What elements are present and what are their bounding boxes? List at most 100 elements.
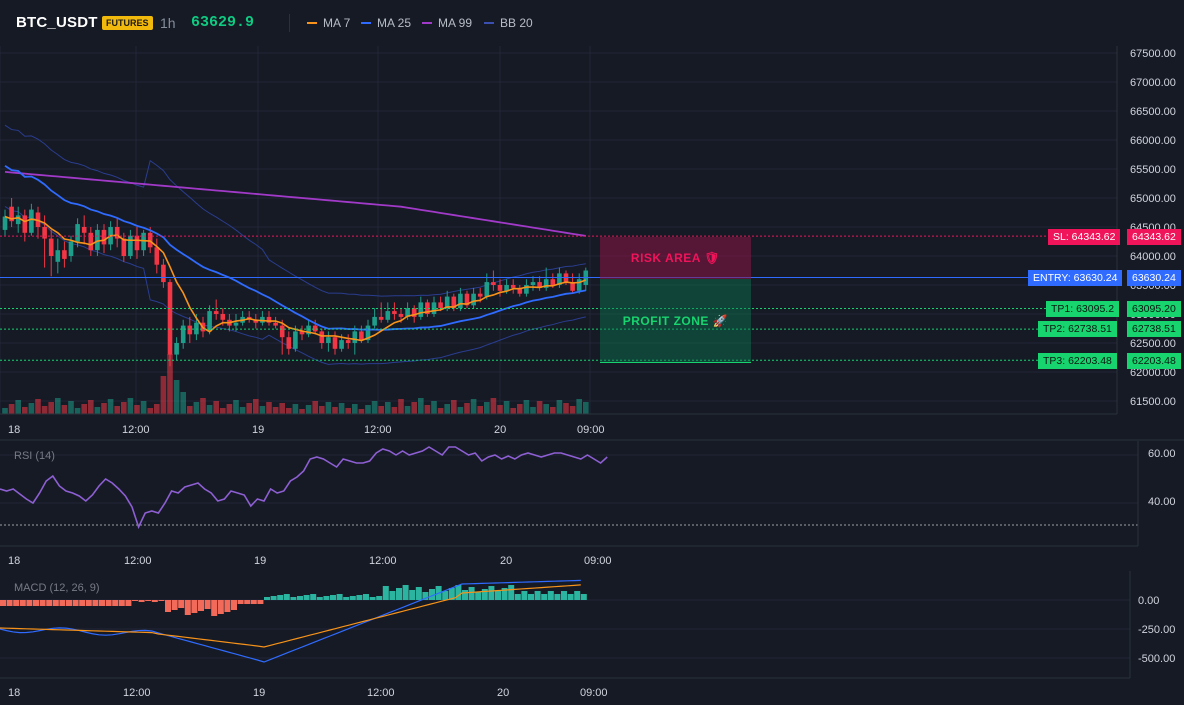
entry-tag: ENTRY: 63630.24 — [1028, 270, 1123, 286]
macd-hist-bar — [363, 594, 369, 600]
volume-bar — [464, 403, 470, 414]
candle-body — [180, 325, 186, 343]
candle-body — [471, 293, 476, 306]
timeframe-selector[interactable]: 1h — [160, 15, 176, 31]
candle-body — [128, 235, 133, 256]
rsi-pane[interactable]: RSI (14) 60.00 40.00 18 12:00 19 12:00 2… — [0, 441, 1184, 571]
candle-body — [22, 215, 28, 233]
candle-body — [365, 325, 371, 341]
macd-hist-bar — [297, 596, 303, 600]
volume-bar — [299, 409, 305, 414]
macd-hist-bar — [19, 600, 26, 606]
candle-body — [576, 279, 582, 291]
time-label: 19 — [252, 424, 264, 436]
tp1-tag: TP1: 63095.2 — [1046, 301, 1120, 317]
candle-body — [444, 296, 450, 309]
time-label: 12:00 — [367, 687, 395, 699]
volume-bar — [253, 399, 259, 414]
time-label: 19 — [254, 555, 266, 567]
legend-bb20[interactable]: BB 20 — [484, 16, 533, 30]
volume-bar — [391, 407, 398, 414]
legend-ma25[interactable]: MA 25 — [361, 16, 411, 30]
volume-bar — [114, 406, 120, 414]
ma99-line — [4, 171, 586, 237]
macd-hist-bar — [138, 600, 145, 602]
candle-body — [48, 238, 54, 256]
macd-hist-bar — [46, 600, 53, 606]
macd-pane[interactable]: MACD (12, 26, 9) 0.00 -250.00 -500.00 18… — [0, 571, 1184, 705]
volume-bar — [239, 407, 246, 414]
candle-body — [95, 229, 100, 251]
time-label: 18 — [8, 555, 20, 567]
macd-hist-bar — [343, 597, 350, 600]
volume-bar — [101, 403, 107, 414]
volume-bar — [272, 407, 279, 414]
candle-body — [411, 308, 417, 317]
macd-hist-bar — [554, 594, 561, 600]
legend-ma7[interactable]: MA 7 — [307, 16, 350, 30]
volume-bar — [365, 405, 371, 414]
volume-bar — [233, 400, 239, 414]
candle-body — [266, 316, 272, 323]
rsi-time-axis: 18 12:00 19 12:00 20 09:00 — [8, 555, 612, 567]
time-label: 09:00 — [577, 424, 605, 436]
macd-hist-bar — [567, 594, 574, 600]
legend-bb20-swatch — [484, 22, 494, 24]
volume-bar — [576, 399, 582, 414]
candle-body — [543, 279, 549, 288]
candle-body — [286, 337, 292, 349]
volume-bar — [431, 401, 437, 414]
macd-hist-bar — [481, 589, 488, 600]
volume-bar — [15, 400, 21, 414]
rsi-title: RSI (14) — [14, 450, 55, 462]
macd-hist-bar — [369, 597, 376, 600]
macd-hist-bar — [561, 591, 567, 600]
candle-body — [62, 250, 67, 259]
macd-hist-bar — [356, 595, 363, 600]
volume-bar — [8, 404, 15, 414]
legend-ma99[interactable]: MA 99 — [422, 16, 472, 30]
volume-bar — [94, 407, 101, 414]
macd-signal-line — [0, 584, 581, 648]
macd-hist-bar — [26, 600, 33, 606]
volume-bar — [167, 354, 173, 414]
volume-bar — [61, 405, 68, 414]
price-tick: 65000.00 — [1130, 193, 1176, 205]
candle-body — [497, 285, 503, 291]
macd-hist-bar — [39, 600, 46, 606]
macd-hist-bar — [336, 594, 343, 600]
volume-bar — [28, 403, 35, 414]
macd-hist-bar — [376, 596, 383, 600]
time-label: 12:00 — [364, 424, 392, 436]
volume-bar — [543, 404, 549, 414]
macd-hist-bar — [534, 591, 541, 600]
volume-bar — [530, 407, 536, 414]
macd-hist-bar — [429, 589, 435, 600]
candle-body — [42, 227, 47, 239]
candle-body — [359, 331, 364, 341]
candle-body — [378, 316, 384, 320]
macd-hist-bar — [211, 600, 218, 616]
volume-bar — [411, 402, 417, 414]
volume-bar — [319, 406, 325, 414]
volume-bar — [358, 409, 365, 414]
volume-bar — [147, 408, 153, 414]
macd-hist-bar — [217, 600, 224, 614]
price-axis[interactable]: 67500.00 67000.00 66500.00 66000.00 65500.00… — [1130, 48, 1176, 408]
volume-bar — [220, 408, 226, 414]
candle-body — [273, 322, 278, 326]
legend-ma7-label: MA 7 — [323, 16, 351, 30]
macd-hist-bar — [0, 600, 6, 606]
volume-bar — [173, 380, 180, 414]
volume-bar — [569, 406, 576, 414]
macd-hist-bar — [72, 600, 79, 606]
candle-body — [570, 282, 575, 291]
macd-hist-bar — [462, 590, 468, 600]
volume-bar — [556, 400, 563, 414]
candle-body — [114, 227, 120, 239]
time-label: 18 — [8, 687, 20, 699]
candle-body — [372, 316, 377, 326]
candle-body — [530, 282, 536, 285]
price-chart[interactable]: 67500.00 67000.00 66500.00 66000.00 65500.00… — [0, 46, 1184, 441]
symbol-title[interactable]: BTC_USDT — [16, 14, 98, 31]
